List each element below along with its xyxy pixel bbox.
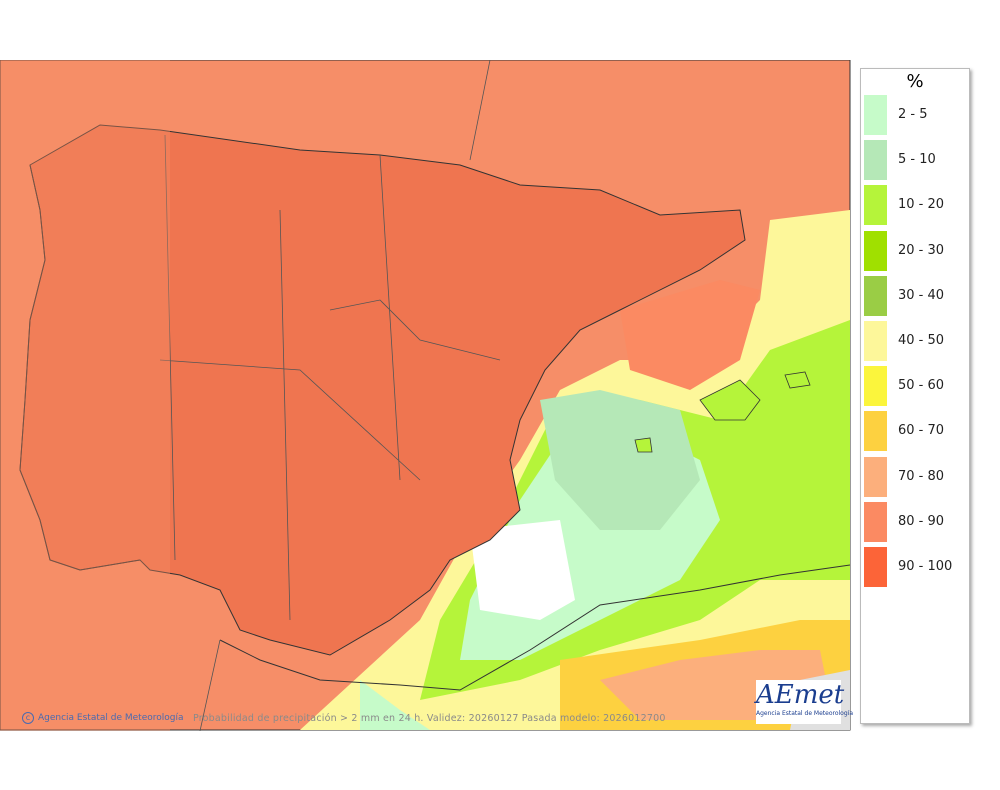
legend-swatch xyxy=(864,321,887,361)
legend-item: 90 - 100 xyxy=(864,547,964,587)
legend-swatch xyxy=(864,230,887,271)
legend-item: 20 - 30 xyxy=(864,230,964,271)
legend: % 2 - 5 5 - 10 10 - 20 20 - 30 30 - 40 40 - 5… xyxy=(860,68,970,724)
map-caption: Probabilidad de precipitación > 2 mm en … xyxy=(193,713,666,724)
legend-item: 40 - 50 xyxy=(864,321,964,361)
legend-label: 20 - 30 xyxy=(898,242,945,258)
legend-label: 90 - 100 xyxy=(898,559,953,574)
map xyxy=(0,60,851,731)
legend-swatch xyxy=(864,547,887,587)
agency-name: Agencia Estatal de Meteorología xyxy=(38,713,184,723)
legend-swatch xyxy=(864,185,887,226)
legend-swatch xyxy=(864,456,887,497)
legend-item: 60 - 70 xyxy=(864,411,964,452)
legend-item: 50 - 60 xyxy=(864,366,964,407)
legend-label: 30 - 40 xyxy=(898,287,945,303)
legend-item: 10 - 20 xyxy=(864,185,964,226)
legend-label: 50 - 60 xyxy=(898,378,945,394)
legend-label: 80 - 90 xyxy=(898,513,945,529)
legend-item: 70 - 80 xyxy=(864,456,964,497)
legend-swatch xyxy=(864,501,887,542)
legend-item: 2 - 5 xyxy=(864,95,964,135)
legend-title: % xyxy=(906,71,924,92)
agency-credit: c Agencia Estatal de Meteorología xyxy=(22,712,184,724)
legend-item: 80 - 90 xyxy=(864,501,964,542)
logo-subtitle: Agencia Estatal de Meteorología xyxy=(756,710,853,717)
legend-item: 5 - 10 xyxy=(864,140,964,181)
copyright-icon: c xyxy=(22,712,34,724)
logo: AEmet Agencia Estatal de Meteorología xyxy=(756,680,853,724)
legend-swatch xyxy=(864,140,887,181)
legend-label: 40 - 50 xyxy=(898,333,945,348)
legend-label: 10 - 20 xyxy=(898,197,945,213)
legend-swatch xyxy=(864,95,887,135)
legend-swatch xyxy=(864,275,887,316)
legend-label: 70 - 80 xyxy=(898,468,945,484)
legend-label: 5 - 10 xyxy=(898,152,936,168)
legend-label: 2 - 5 xyxy=(898,107,928,122)
logo-name: AEmet xyxy=(756,680,845,710)
legend-swatch xyxy=(864,366,887,407)
legend-swatch xyxy=(864,411,887,452)
legend-item: 30 - 40 xyxy=(864,275,964,316)
legend-label: 60 - 70 xyxy=(898,423,945,439)
